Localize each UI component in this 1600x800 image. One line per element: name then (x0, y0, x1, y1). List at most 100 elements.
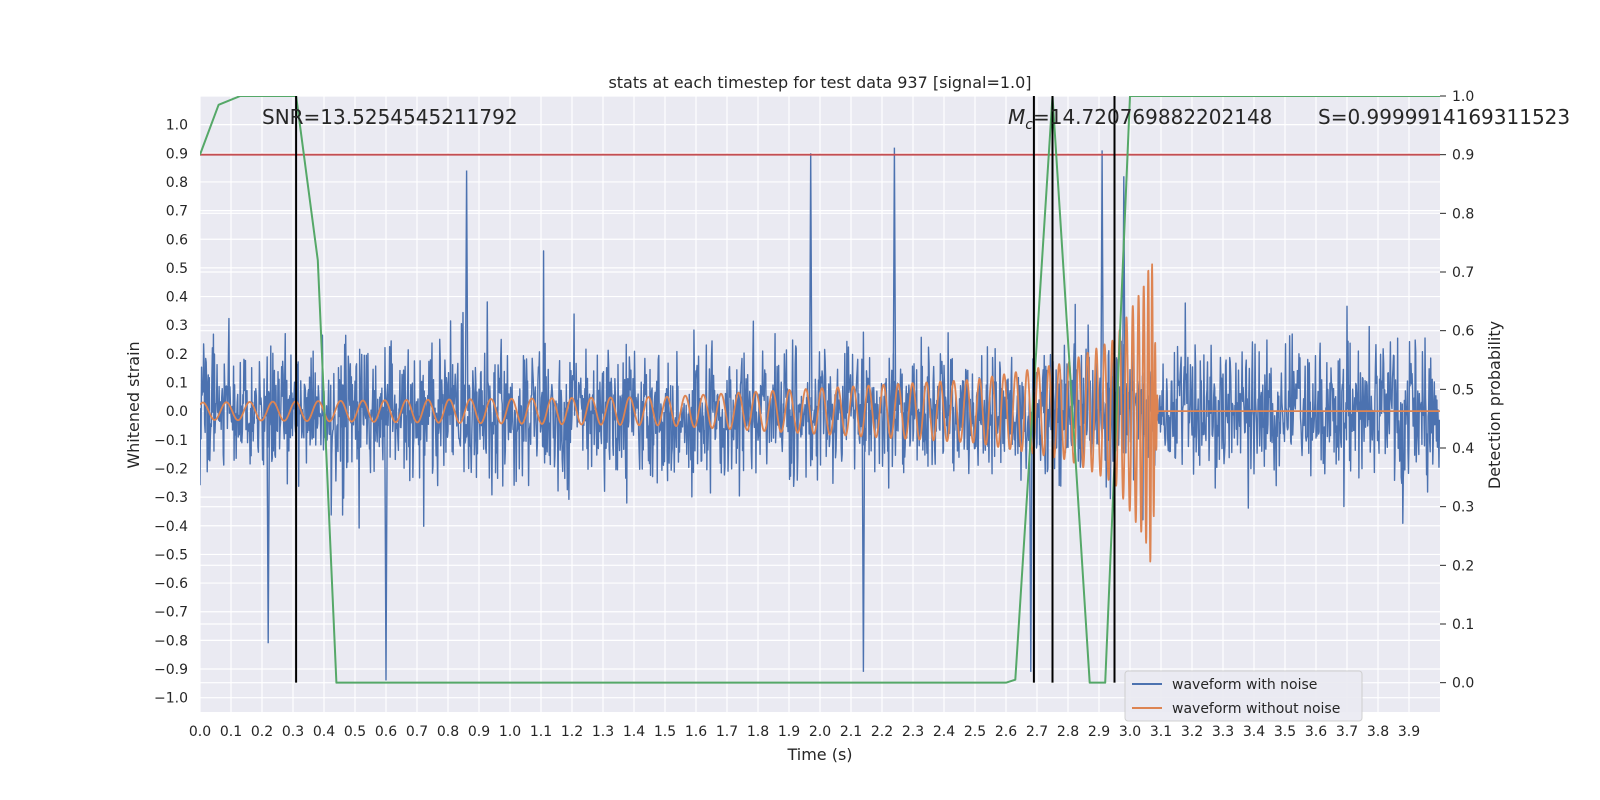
chirp-mass-symbol: M (1008, 105, 1025, 129)
y2-tick-label: 0.8 (1452, 206, 1474, 222)
y2-tick-labels: 1.0 0.9 0.8 0.7 0.6 0.5 0.4 0.3 0.2 0.1 0.0 (1440, 89, 1474, 692)
y-tick-label: 0.5 (166, 261, 188, 277)
y-tick-label: 0.8 (166, 175, 188, 191)
y-tick-label: 0.1 (166, 376, 188, 392)
x-tick-label: 3.4 (1243, 724, 1265, 740)
x-tick-label: 2.5 (964, 724, 986, 740)
x-tick-label: 1.9 (778, 724, 800, 740)
y2-tick-label: 0.7 (1452, 265, 1474, 281)
x-tick-label: 3.0 (1119, 724, 1141, 740)
y-tick-label: 0.6 (166, 232, 188, 248)
legend-label-noise: waveform with noise (1172, 677, 1317, 693)
x-tick-label: 3.6 (1305, 724, 1327, 740)
series-detection-probability (200, 96, 1440, 684)
y-tick-label: 0.7 (166, 204, 188, 220)
y-tick-label: −0.1 (154, 433, 188, 449)
y-tick-label: −0.5 (154, 547, 188, 563)
y-tick-label: 0.9 (166, 146, 188, 162)
y-tick-label: −0.9 (154, 662, 188, 678)
chirp-mass-annotation: Mc=14.720769882202148 (1008, 105, 1272, 133)
y-tick-label: −0.7 (154, 605, 188, 621)
x-tick-label: 2.9 (1088, 724, 1110, 740)
legend-label-clean: waveform without noise (1172, 701, 1340, 717)
x-tick-label: 0.9 (468, 724, 490, 740)
x-tick-label: 0.1 (220, 724, 242, 740)
y-tick-labels: 1.0 0.9 0.8 0.7 0.6 0.5 0.4 0.3 0.2 0.1 0.0 −0.1 −0.… (154, 118, 188, 707)
detection-score-annotation: S=0.9999914169311523 (1318, 105, 1570, 129)
legend: waveform with noise waveform without noi… (1124, 670, 1363, 722)
x-tick-label: 2.8 (1057, 724, 1079, 740)
x-tick-label: 3.8 (1367, 724, 1389, 740)
x-tick-label: 1.8 (747, 724, 769, 740)
x-tick-label: 3.5 (1274, 724, 1296, 740)
x-tick-labels: 0.0 0.1 0.2 0.3 0.4 0.5 0.6 0.7 0.8 0.9 1.0 1.1 1.2 1… (189, 724, 1420, 740)
y-tick-label: 0.2 (166, 347, 188, 363)
noise-peak (266, 411, 271, 644)
y-tick-label: −0.8 (154, 633, 188, 649)
x-tick-label: 0.0 (189, 724, 211, 740)
y-tick-label: −1.0 (154, 691, 188, 707)
x-tick-label: 2.0 (809, 724, 831, 740)
chirp-mass-value: =14.720769882202148 (1033, 105, 1272, 129)
x-tick-label: 2.7 (1026, 724, 1048, 740)
x-tick-label: 3.1 (1150, 724, 1172, 740)
y2-tick-label: 0.4 (1452, 441, 1474, 457)
x-tick-label: 0.2 (251, 724, 273, 740)
chirp-mass-subscript: c (1025, 117, 1033, 133)
y-tick-label: −0.6 (154, 576, 188, 592)
x-tick-label: 0.4 (313, 724, 335, 740)
x-tick-label: 2.2 (871, 724, 893, 740)
x-tick-label: 1.1 (530, 724, 552, 740)
series-layer (200, 96, 1440, 684)
x-tick-label: 2.6 (995, 724, 1017, 740)
noise-peak (861, 411, 866, 672)
x-tick-label: 3.2 (1181, 724, 1203, 740)
snr-annotation: SNR=13.5254545211792 (262, 105, 518, 129)
noise-peak (464, 170, 469, 412)
y2-tick-label: 0.2 (1452, 558, 1474, 574)
x-tick-label: 1.3 (592, 724, 614, 740)
x-tick-label: 1.0 (499, 724, 521, 740)
noise-peak (1100, 150, 1105, 412)
y-tick-label: −0.3 (154, 490, 188, 506)
noise-peak (892, 147, 897, 412)
x-tick-label: 1.6 (685, 724, 707, 740)
y2-tick-label: 0.5 (1452, 382, 1474, 398)
y2-tick-label: 1.0 (1452, 89, 1474, 105)
y-tick-label: 0.4 (166, 290, 188, 306)
y2-tick-label: 0.1 (1452, 617, 1474, 633)
x-tick-label: 3.7 (1336, 724, 1358, 740)
legend-box (1124, 670, 1363, 722)
x-tick-label: 1.4 (623, 724, 645, 740)
x-tick-label: 0.6 (375, 724, 397, 740)
noise-peak (808, 153, 813, 412)
y-tick-label: 0.3 (166, 318, 188, 334)
y2-tick-label: 0.6 (1452, 324, 1474, 340)
noise-peak (1121, 176, 1126, 412)
x-tick-label: 0.3 (282, 724, 304, 740)
y2-tick-label: 0.9 (1452, 148, 1474, 164)
y-tick-label: −0.2 (154, 461, 188, 477)
x-tick-label: 1.7 (716, 724, 738, 740)
y2-axis-label: Detection probability (1485, 321, 1504, 489)
y2-tick-label: 0.3 (1452, 500, 1474, 516)
x-axis-label: Time (s) (786, 745, 852, 764)
chart-title: stats at each timestep for test data 937… (608, 73, 1031, 92)
x-tick-label: 0.8 (437, 724, 459, 740)
y2-tick-label: 0.0 (1452, 676, 1474, 692)
x-tick-label: 0.7 (406, 724, 428, 740)
x-tick-label: 1.2 (561, 724, 583, 740)
x-tick-label: 2.3 (902, 724, 924, 740)
series-waveform-without-noise (200, 263, 1440, 563)
y-tick-label: −0.4 (154, 519, 188, 535)
x-tick-label: 2.4 (933, 724, 955, 740)
x-tick-label: 2.1 (840, 724, 862, 740)
x-tick-label: 1.5 (654, 724, 676, 740)
y-axis-label: Whitened strain (124, 341, 143, 468)
x-tick-label: 3.9 (1398, 724, 1420, 740)
noise-peak (1028, 411, 1033, 672)
x-tick-label: 0.5 (344, 724, 366, 740)
series-waveform-with-noise (200, 250, 1440, 529)
y-tick-label: 1.0 (166, 118, 188, 134)
